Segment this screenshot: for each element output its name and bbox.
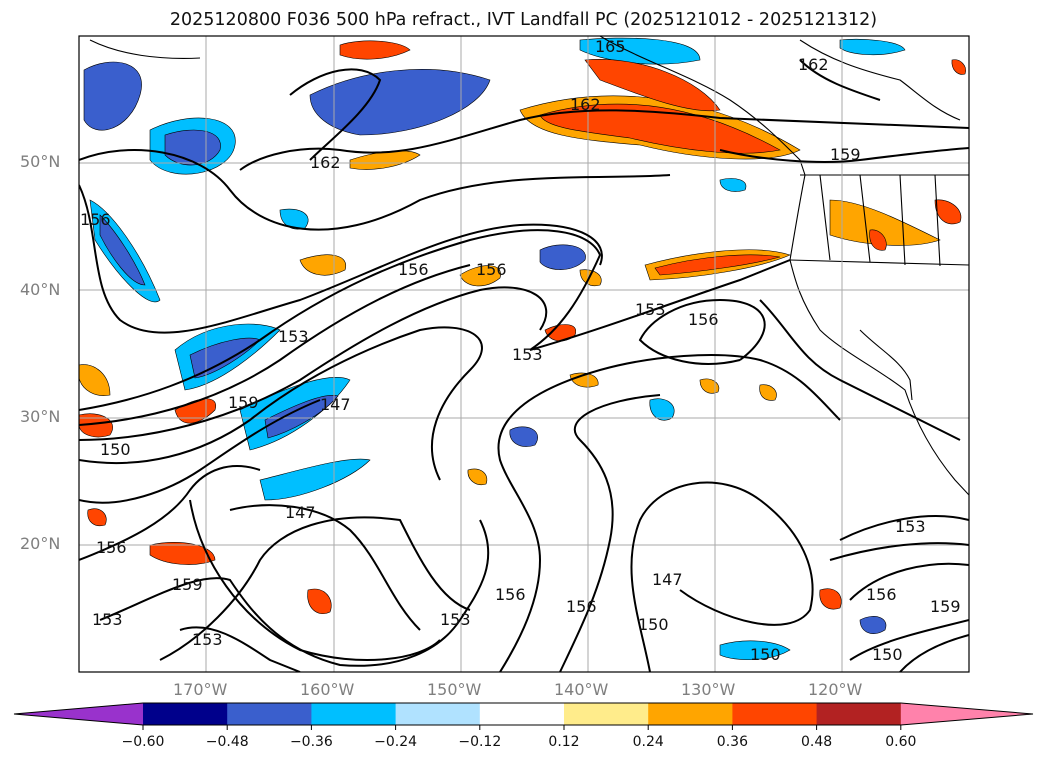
contour-label: 165 [595,37,626,56]
colorbar-segment [311,703,397,725]
contour-label: 156 [688,310,719,329]
colorbar-tick-label: 0.48 [801,734,833,750]
contour-label: 162 [310,153,341,172]
contour-label: 147 [285,503,316,522]
lon-label: 150°W [427,680,482,699]
contour-label: 153 [895,517,926,536]
contour-label: 156 [476,260,507,279]
colorbar-extend-high [900,703,1033,725]
contour-label: 156 [495,585,526,604]
contour-label: 150 [638,615,669,634]
contour-label: 159 [172,575,203,594]
colorbar-extend-low [14,703,143,725]
lat-label: 40°N [20,280,61,299]
colorbar-segment [227,703,312,725]
refractivity-contours [79,59,969,672]
contour-label: 147 [652,570,683,589]
colorbar-segment [648,703,733,725]
gridlines [79,36,969,672]
contour-label: 153 [440,610,471,629]
colorbar-tick-label: 0.24 [632,734,664,750]
colorbar-segment [479,703,565,725]
colorbar-tick-label: −0.48 [205,734,249,750]
contour-label: 159 [830,145,861,164]
contour-label: 153 [192,630,223,649]
contour-label: 156 [80,210,111,229]
contour-label: 153 [92,610,123,629]
colorbar-tick-label: −0.12 [458,734,502,750]
lon-label: 140°W [554,680,609,699]
map-title: 2025120800 F036 500 hPa refract., IVT La… [169,10,878,30]
contour-label-group: 165 162 162 162 159 159 159 159 156 156 … [80,37,961,664]
colorbar-segment [143,703,228,725]
colorbar-segment [732,703,818,725]
contour-label: 162 [798,55,829,74]
colorbar-tick-label: −0.24 [374,734,418,750]
contour-label: 150 [100,440,131,459]
colorbar-segment [816,703,902,725]
lat-label: 30°N [20,407,61,426]
lon-label: 120°W [808,680,863,699]
contour-label: 156 [96,538,127,557]
lat-label: 20°N [20,534,61,553]
contour-label: 159 [930,597,961,616]
contour-label: 153 [635,300,666,319]
lat-label: 50°N [20,152,61,171]
positive-anomaly-shading [79,40,966,614]
contour-label: 153 [512,345,543,364]
colorbar-segment [395,703,481,725]
colorbar-segment [564,703,649,725]
colorbar-tick-label: −0.60 [121,734,165,750]
contour-label: 156 [398,260,429,279]
contour-label: 156 [566,597,597,616]
map-panel: 165 162 162 162 159 159 159 159 156 156 … [78,35,970,673]
colorbar-tick-label: 0.12 [548,734,580,750]
contour-label: 150 [750,645,781,664]
coastlines [89,36,969,496]
lon-label: 130°W [681,680,736,699]
lon-label: 160°W [300,680,355,699]
lon-label: 170°W [173,680,228,699]
colorbar-tick-label: 0.36 [716,734,748,750]
contour-label: 162 [570,95,601,114]
contour-label: 153 [278,327,309,346]
colorbar-tick-label: −0.36 [289,734,333,750]
contour-label: 147 [320,395,351,414]
contour-label: 159 [228,393,259,412]
colorbar [13,702,1034,730]
contour-label: 150 [872,645,903,664]
map-frame [78,35,970,673]
contour-label: 156 [866,585,897,604]
colorbar-tick-label: 0.60 [885,734,917,750]
